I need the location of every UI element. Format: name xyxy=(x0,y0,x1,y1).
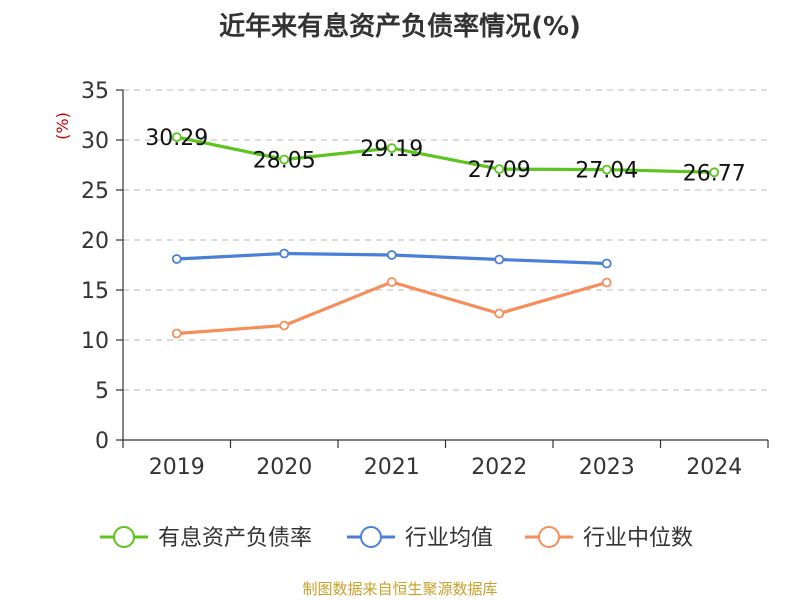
grid-lines xyxy=(123,89,768,391)
series-2 xyxy=(171,277,612,339)
y-tick-label-20: 20 xyxy=(81,229,109,254)
data-point-1-2020 xyxy=(279,248,290,259)
series-line-0 xyxy=(175,135,716,174)
data-label-2022: 27.09 xyxy=(468,158,531,183)
legend-item-2: 行业中位数 xyxy=(525,526,693,551)
chart-title: 近年来有息资产负债率情况(%) xyxy=(219,12,581,42)
x-tick-label-2023: 2023 xyxy=(579,455,635,480)
x-tick-label-2021: 2021 xyxy=(364,455,420,480)
data-label-2019: 30.29 xyxy=(145,126,208,151)
series-0 xyxy=(171,132,720,178)
axes: 0 5 10 15 20 25 30 35 2019 2020 2021 2022 2023 2024 xyxy=(81,79,769,480)
data-point-2-2023 xyxy=(601,277,612,288)
data-point-2-2022 xyxy=(494,308,505,319)
data-point-0-2022 xyxy=(494,164,505,175)
series-lines xyxy=(171,132,720,339)
legend-marker-1 xyxy=(360,526,382,548)
legend-item-0: 有息资产负债率 xyxy=(100,526,312,551)
data-point-2-2020 xyxy=(279,320,290,331)
y-tick-label-15: 15 xyxy=(81,279,109,304)
data-label-2020: 28.05 xyxy=(253,149,316,174)
data-label-2021: 29.19 xyxy=(360,137,423,162)
data-point-0-2020 xyxy=(279,154,290,165)
data-point-2-2019 xyxy=(171,328,182,339)
y-tick-label-35: 35 xyxy=(81,79,109,104)
data-point-1-2023 xyxy=(601,258,612,269)
x-tick-label-2024: 2024 xyxy=(686,455,742,480)
legend: 有息资产负债率 行业均值 行业中位数 xyxy=(100,526,693,551)
data-point-1-2019 xyxy=(171,254,182,264)
y-tick-label-30: 30 xyxy=(81,129,109,154)
legend-marker-0 xyxy=(113,526,135,548)
x-tick-label-2020: 2020 xyxy=(256,455,312,480)
legend-marker-2 xyxy=(538,526,560,548)
legend-label-2: 行业中位数 xyxy=(583,526,693,551)
data-point-0-2019 xyxy=(171,132,182,143)
data-label-2023: 27.04 xyxy=(575,159,638,184)
data-point-1-2021 xyxy=(386,250,397,260)
legend-item-1: 行业均值 xyxy=(347,526,493,551)
y-tick-label-25: 25 xyxy=(81,179,109,204)
legend-label-0: 有息资产负债率 xyxy=(158,526,312,551)
data-point-2-2021 xyxy=(386,277,397,287)
y-axis-unit-label: (%) xyxy=(53,112,72,140)
y-tick-label-5: 5 xyxy=(95,379,109,404)
data-point-0-2021 xyxy=(386,143,397,154)
source-note: 制图数据来自恒生聚源数据库 xyxy=(302,580,498,598)
x-tick-label-2019: 2019 xyxy=(149,455,205,480)
legend-label-1: 行业均值 xyxy=(405,526,493,551)
y-tick-label-10: 10 xyxy=(81,329,109,354)
data-point-1-2022 xyxy=(494,254,505,265)
data-label-2024: 26.77 xyxy=(683,161,746,186)
y-tick-label-0: 0 xyxy=(95,429,109,454)
series-1 xyxy=(171,248,612,269)
data-labels: 30.29 28.05 29.19 27.09 27.04 26.77 xyxy=(145,126,745,186)
x-tick-label-2022: 2022 xyxy=(471,455,527,480)
data-point-0-2023 xyxy=(601,164,612,175)
data-point-0-2024 xyxy=(709,167,720,178)
